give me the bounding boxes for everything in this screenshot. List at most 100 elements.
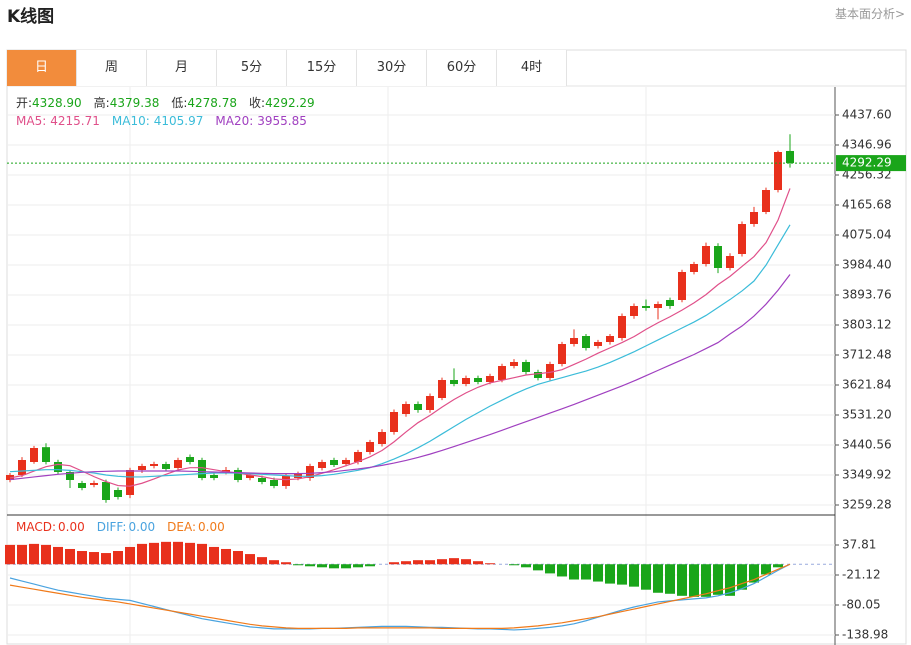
candle-body bbox=[726, 255, 734, 268]
macd-bar bbox=[77, 551, 87, 565]
candle-body bbox=[774, 152, 782, 191]
line-series bbox=[9, 274, 791, 481]
macd-bar bbox=[557, 564, 567, 577]
macd-bar bbox=[269, 560, 279, 565]
candle-body bbox=[102, 481, 110, 500]
y-tick-label: 4437.60 bbox=[842, 108, 892, 122]
line-series bbox=[9, 188, 791, 487]
candle-body bbox=[762, 190, 770, 213]
candle-body bbox=[162, 463, 170, 469]
macd-bar bbox=[5, 544, 15, 565]
candle-body bbox=[618, 315, 626, 338]
candle-body bbox=[234, 469, 242, 480]
macd-bar bbox=[353, 564, 363, 568]
macd-bar bbox=[41, 544, 51, 565]
macd-bar bbox=[461, 559, 471, 565]
macd-bar bbox=[653, 564, 663, 593]
header-link[interactable]: 基本面分析> bbox=[834, 7, 905, 21]
tab[interactable]: 月 bbox=[147, 50, 217, 86]
macd-bar bbox=[677, 564, 687, 596]
candle-body bbox=[570, 337, 578, 344]
macd-bar bbox=[29, 543, 39, 565]
macd-bar bbox=[713, 564, 723, 595]
candle-body bbox=[222, 469, 230, 472]
macd-bar bbox=[665, 564, 675, 594]
candle-body bbox=[510, 361, 518, 366]
macd-bar bbox=[101, 553, 111, 565]
candle-body bbox=[654, 304, 662, 308]
candle-body bbox=[534, 371, 542, 378]
legend-label: MA20: bbox=[215, 114, 253, 128]
candle-body bbox=[594, 341, 602, 346]
y-tick-label: 3531.20 bbox=[842, 408, 892, 422]
macd-bar bbox=[149, 542, 159, 565]
legend-value: 0.00 bbox=[58, 520, 85, 534]
candle-body bbox=[366, 441, 374, 452]
macd-bar bbox=[197, 543, 207, 565]
tab[interactable]: 4时 bbox=[497, 50, 567, 86]
macd-bar bbox=[473, 561, 483, 565]
tab[interactable]: 日 bbox=[7, 50, 77, 86]
legend-value: 4292.29 bbox=[265, 96, 315, 110]
legend: MA5: 4215.71 MA10: 4105.97 MA20: 3955.85 bbox=[16, 114, 307, 128]
candle-body bbox=[750, 212, 758, 224]
candle-body bbox=[414, 403, 422, 410]
legend-value: 4105.97 bbox=[154, 114, 204, 128]
y-tick-label: 3984.40 bbox=[842, 258, 892, 272]
candle-body bbox=[210, 474, 218, 478]
legend-label: MA10: bbox=[112, 114, 150, 128]
macd-bar bbox=[233, 551, 243, 565]
macd-bar bbox=[245, 554, 255, 565]
macd-bar bbox=[749, 564, 759, 583]
candle-body bbox=[354, 451, 362, 462]
macd-bar bbox=[689, 564, 699, 597]
macd-bar bbox=[701, 564, 711, 597]
tab-bar: 日周月 5分 15分 30分 60分 4时 bbox=[7, 50, 567, 86]
macd-bar bbox=[521, 564, 531, 568]
legend-value: 4278.78 bbox=[187, 96, 237, 110]
macd-bar bbox=[137, 543, 147, 565]
candle-body bbox=[54, 461, 62, 472]
macd-bar bbox=[89, 552, 99, 565]
candle-body bbox=[702, 245, 710, 264]
candle-body bbox=[438, 379, 446, 398]
legend-value: 4328.90 bbox=[32, 96, 82, 110]
candle-body bbox=[426, 395, 434, 410]
header-title: K线图 bbox=[7, 7, 55, 27]
candle-body bbox=[402, 403, 410, 414]
y-tick-label: 37.81 bbox=[842, 537, 876, 551]
candle-body bbox=[522, 361, 530, 372]
legend-label: MACD: bbox=[16, 520, 56, 534]
candle-body bbox=[582, 335, 590, 348]
candle-body bbox=[498, 365, 506, 380]
macd-bar bbox=[401, 561, 411, 565]
legend-label: 开: bbox=[16, 96, 32, 110]
legend-label: DEA: bbox=[167, 520, 196, 534]
legend-label: 收: bbox=[249, 96, 265, 110]
candle-body bbox=[390, 411, 398, 432]
tab[interactable]: 5分 bbox=[217, 50, 287, 86]
legend-value: 0.00 bbox=[198, 520, 225, 534]
candle-body bbox=[738, 223, 746, 254]
tab[interactable]: 60分 bbox=[427, 50, 497, 86]
candle-body bbox=[198, 459, 206, 478]
line-series bbox=[9, 563, 791, 631]
macd-bar bbox=[389, 562, 399, 565]
tab[interactable]: 30分 bbox=[357, 50, 427, 86]
y-tick-label: 3440.56 bbox=[842, 438, 892, 452]
candle-body bbox=[66, 471, 74, 480]
candle-body bbox=[18, 459, 26, 475]
y-tick-label: 3803.12 bbox=[842, 318, 892, 332]
candle-body bbox=[786, 150, 794, 164]
candle-body bbox=[462, 377, 470, 384]
legend-label: 低: bbox=[171, 96, 187, 110]
candle-body bbox=[78, 482, 86, 488]
legend-value: 4379.38 bbox=[110, 96, 160, 110]
candle-body bbox=[630, 305, 638, 316]
tab[interactable]: 15分 bbox=[287, 50, 357, 86]
candle-body bbox=[474, 377, 482, 382]
macd-bar bbox=[53, 546, 63, 565]
macd-bar bbox=[305, 564, 315, 567]
tab[interactable]: 周 bbox=[77, 50, 147, 86]
